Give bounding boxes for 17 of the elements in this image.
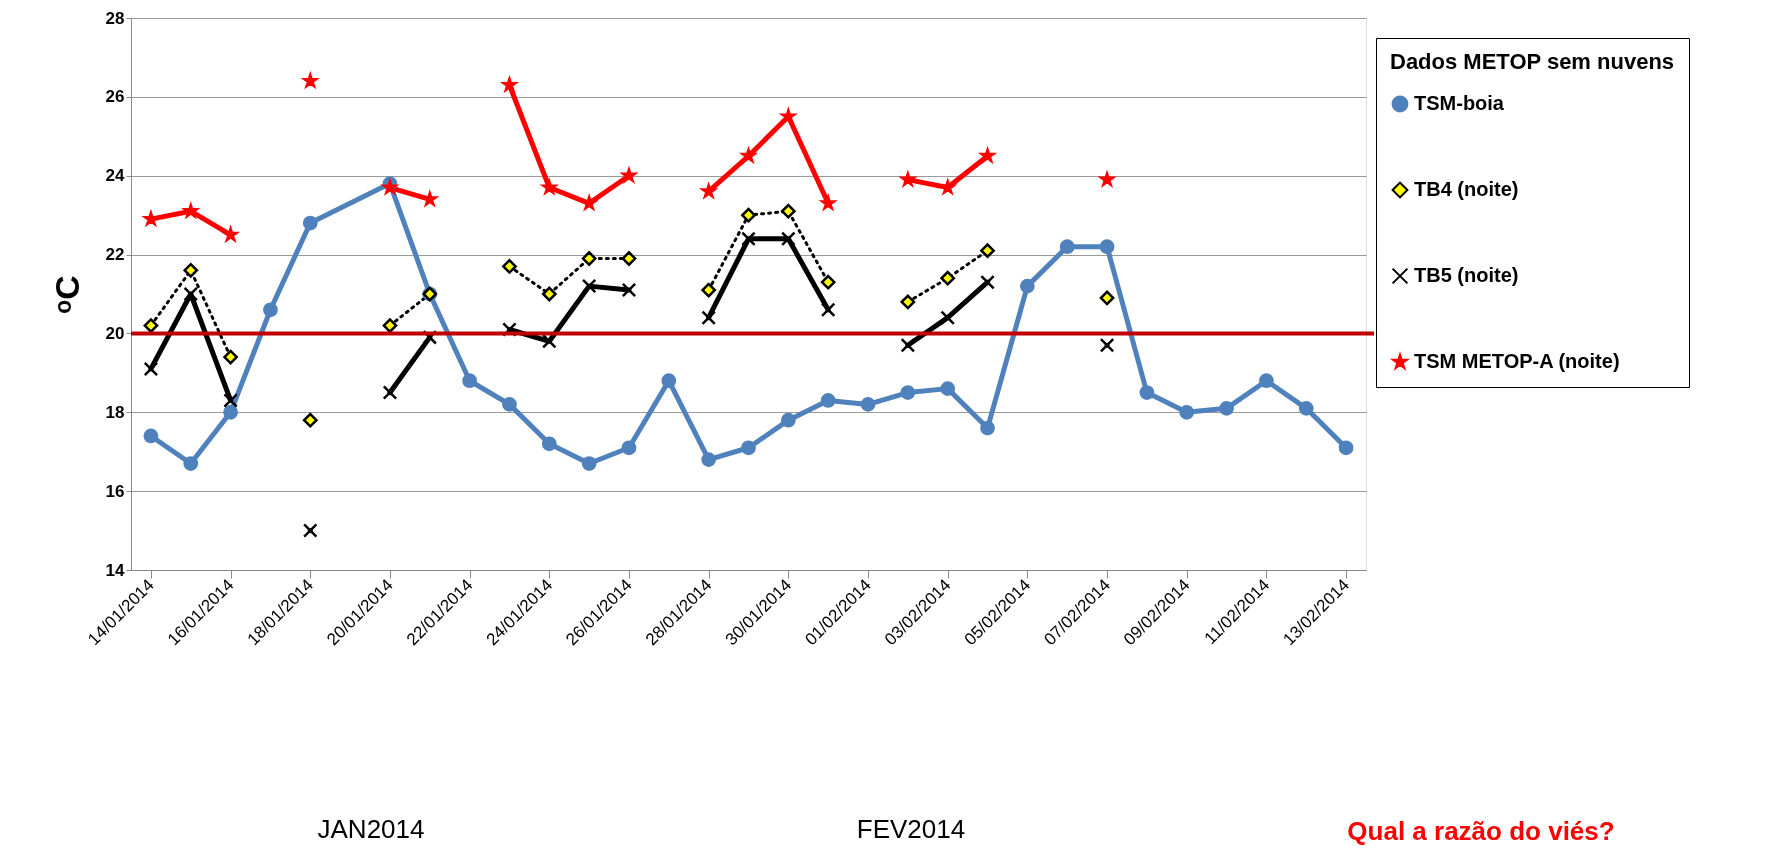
y-tick-label: 20	[105, 323, 125, 343]
legend-label: TB4 (noite)	[1414, 178, 1519, 200]
y-tick-label: 26	[105, 87, 125, 107]
y-tick-label: 24	[105, 166, 126, 186]
text: Qual a razão do viés?	[1347, 816, 1615, 846]
legend-label: TB5 (noite)	[1414, 264, 1519, 286]
y-axis-title: ᵒC	[47, 275, 86, 314]
text: FEV2014	[856, 814, 966, 844]
legend-title: Dados METOP sem nuvens	[1390, 49, 1675, 74]
y-tick-label: 28	[105, 8, 125, 28]
text: JAN2014	[317, 814, 425, 844]
y-tick-label: 16	[105, 481, 125, 501]
legend-label: TSM-boia	[1414, 92, 1505, 114]
y-tick-label: 18	[105, 402, 125, 422]
y-tick-label: 22	[105, 245, 125, 265]
y-tick-label: 14	[105, 560, 126, 580]
legend-label: TSM METOP-A (noite)	[1414, 350, 1620, 372]
